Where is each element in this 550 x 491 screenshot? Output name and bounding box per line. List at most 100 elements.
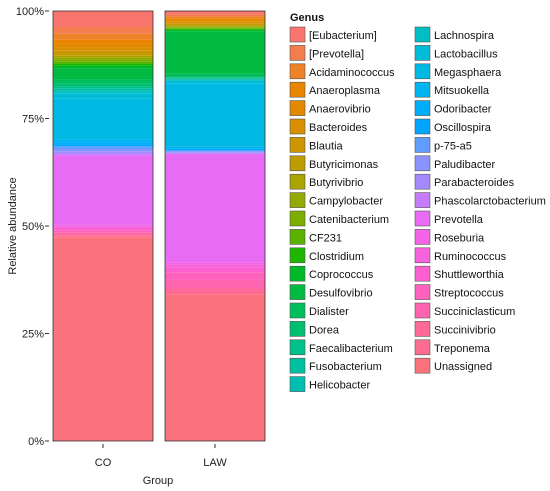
legend-item-bacteroides: Bacteroides xyxy=(289,118,368,135)
bar-segment-co-desulfovibrio xyxy=(53,68,153,80)
legend-item-dorea: Dorea xyxy=(289,321,340,337)
bar-segment-law-prevotella xyxy=(165,14,265,17)
bar-segment-law-anaerovibrio xyxy=(165,20,265,22)
bar-segment-co-succinivibrio xyxy=(53,233,153,236)
legend-swatch xyxy=(289,210,306,227)
bar-segment-co-oscillospira xyxy=(53,144,153,147)
legend-item-eubacterium: [Eubacterium] xyxy=(289,26,377,43)
bar-segment-law-shuttleworthia xyxy=(165,267,265,273)
bar-segment-co-anaerovibrio xyxy=(53,43,153,48)
legend-item-fusobacterium: Fusobacterium xyxy=(289,357,382,374)
legend-label: Prevotella xyxy=(434,214,484,226)
legend-swatch xyxy=(414,247,431,264)
bar-segment-law-eubacterium xyxy=(165,11,265,15)
bar-segment-law-dialister xyxy=(165,73,265,77)
legend-swatch xyxy=(289,81,306,98)
legend-label: [Prevotella] xyxy=(309,48,364,60)
legend-swatch xyxy=(414,339,431,356)
legend-label: Odoribacter xyxy=(434,104,492,116)
bar-segment-law-succiniclasticum xyxy=(165,279,265,289)
legend-swatch xyxy=(414,265,431,282)
bar-segment-co-butyrivibrio xyxy=(53,55,153,58)
bar-segment-law-acidaminococcus xyxy=(165,16,265,19)
x-axis-title: Group xyxy=(143,475,174,487)
legend-swatch xyxy=(289,100,306,116)
bar-segment-law-odoribacter xyxy=(165,148,265,150)
legend-item-shuttleworthia: Shuttleworthia xyxy=(414,265,505,282)
bar-segment-co-eubacterium xyxy=(53,11,153,27)
bar-segment-co-catenibacterium xyxy=(53,59,153,62)
bar-segment-co-faecalibacterium xyxy=(53,86,153,89)
legend-item-butyricimonas: Butyricimonas xyxy=(289,155,379,172)
bar-segment-co-megasphaera xyxy=(53,98,153,140)
legend-swatch xyxy=(414,192,431,208)
legend-item-butyrivibrio: Butyrivibrio xyxy=(289,173,363,190)
bar-segment-law-lactobacillus xyxy=(165,80,265,84)
legend-label: Succinivibrio xyxy=(434,324,496,336)
legend-label: Megasphaera xyxy=(434,67,502,79)
bar-segment-co-mitsuokella xyxy=(53,139,153,143)
legend: [Eubacterium] [Prevotella] Acidaminococcus… xyxy=(289,26,546,392)
legend-item-paludibacter: Paludibacter xyxy=(414,155,495,172)
legend-title: Genus xyxy=(290,12,324,24)
bar-outline-law xyxy=(164,10,266,442)
bar-segment-co-coprococcus xyxy=(53,65,153,69)
y-tick-label: 25% xyxy=(22,329,44,341)
legend-swatch xyxy=(414,302,431,319)
bar-segment-co-paludibacter xyxy=(53,149,153,152)
bar-segment-co-lachnospira xyxy=(53,91,153,94)
legend-label: Ruminococcus xyxy=(434,251,507,263)
legend-swatch xyxy=(414,155,431,172)
legend-label: Dialister xyxy=(309,306,349,318)
bar-segment-law-phascolarctobacterium xyxy=(165,153,265,155)
bar-segment-law-mitsuokella xyxy=(165,146,265,149)
legend-label: Coprococcus xyxy=(309,269,374,281)
bar-segment-co-succiniclasticum xyxy=(53,232,153,234)
legend-item-anaeroplasma: Anaeroplasma xyxy=(289,81,381,98)
bar-segment-co-p-75-a5 xyxy=(53,146,153,150)
legend-item-dialister: Dialister xyxy=(289,302,349,319)
legend-swatch xyxy=(414,173,431,190)
legend-item-anaerovibrio: Anaerovibrio xyxy=(289,100,371,116)
bars-group xyxy=(52,10,266,442)
legend-swatch xyxy=(289,284,306,300)
legend-label: Faecalibacterium xyxy=(309,343,393,355)
bar-segment-co-prevotella xyxy=(53,155,153,225)
legend-item-prevotella: Prevotella xyxy=(414,210,484,227)
bar-segment-law-fusobacterium xyxy=(165,78,265,80)
legend-item-ruminococcus: Ruminococcus xyxy=(414,247,507,264)
legend-swatch xyxy=(414,100,431,116)
bar-segment-co-blautia xyxy=(53,50,153,54)
legend-item-clostridium: Clostridium xyxy=(289,247,364,264)
legend-item-oscillospira: Oscillospira xyxy=(414,118,492,135)
legend-item-campylobacter: Campylobacter xyxy=(289,192,383,208)
legend-swatch xyxy=(289,321,306,337)
bar-segment-law-catenibacterium xyxy=(165,27,265,29)
legend-label: Paludibacter xyxy=(434,159,495,171)
legend-swatch xyxy=(289,155,306,172)
legend-swatch xyxy=(414,118,431,135)
legend-swatch xyxy=(289,137,306,153)
legend-item-roseburia: Roseburia xyxy=(414,229,485,245)
bar-segment-co-clostridium xyxy=(53,63,153,66)
bar-segment-co-acidaminococcus xyxy=(53,33,153,40)
legend-item-parabacteroides: Parabacteroides xyxy=(414,173,515,190)
bar-segment-co-cf231 xyxy=(53,61,153,64)
legend-swatch xyxy=(414,81,431,98)
legend-swatch xyxy=(289,265,306,282)
legend-label: Blautia xyxy=(309,140,344,152)
bar-law xyxy=(164,10,266,442)
legend-label: Butyricimonas xyxy=(309,159,379,171)
legend-label: p-75-a5 xyxy=(434,140,472,152)
legend-swatch xyxy=(414,284,431,300)
legend-label: Desulfovibrio xyxy=(309,288,373,300)
legend-label: Roseburia xyxy=(434,232,485,244)
legend-label: Acidaminococcus xyxy=(309,67,395,79)
legend-label: Streptococcus xyxy=(434,288,504,300)
legend-label: Anaeroplasma xyxy=(309,85,381,97)
legend-label: [Eubacterium] xyxy=(309,30,377,42)
bar-segment-co-dorea xyxy=(53,83,153,87)
legend-swatch xyxy=(414,229,431,245)
bar-segment-law-p-75-a5 xyxy=(165,150,265,152)
legend-item-unassigned: Unassigned xyxy=(414,357,492,374)
